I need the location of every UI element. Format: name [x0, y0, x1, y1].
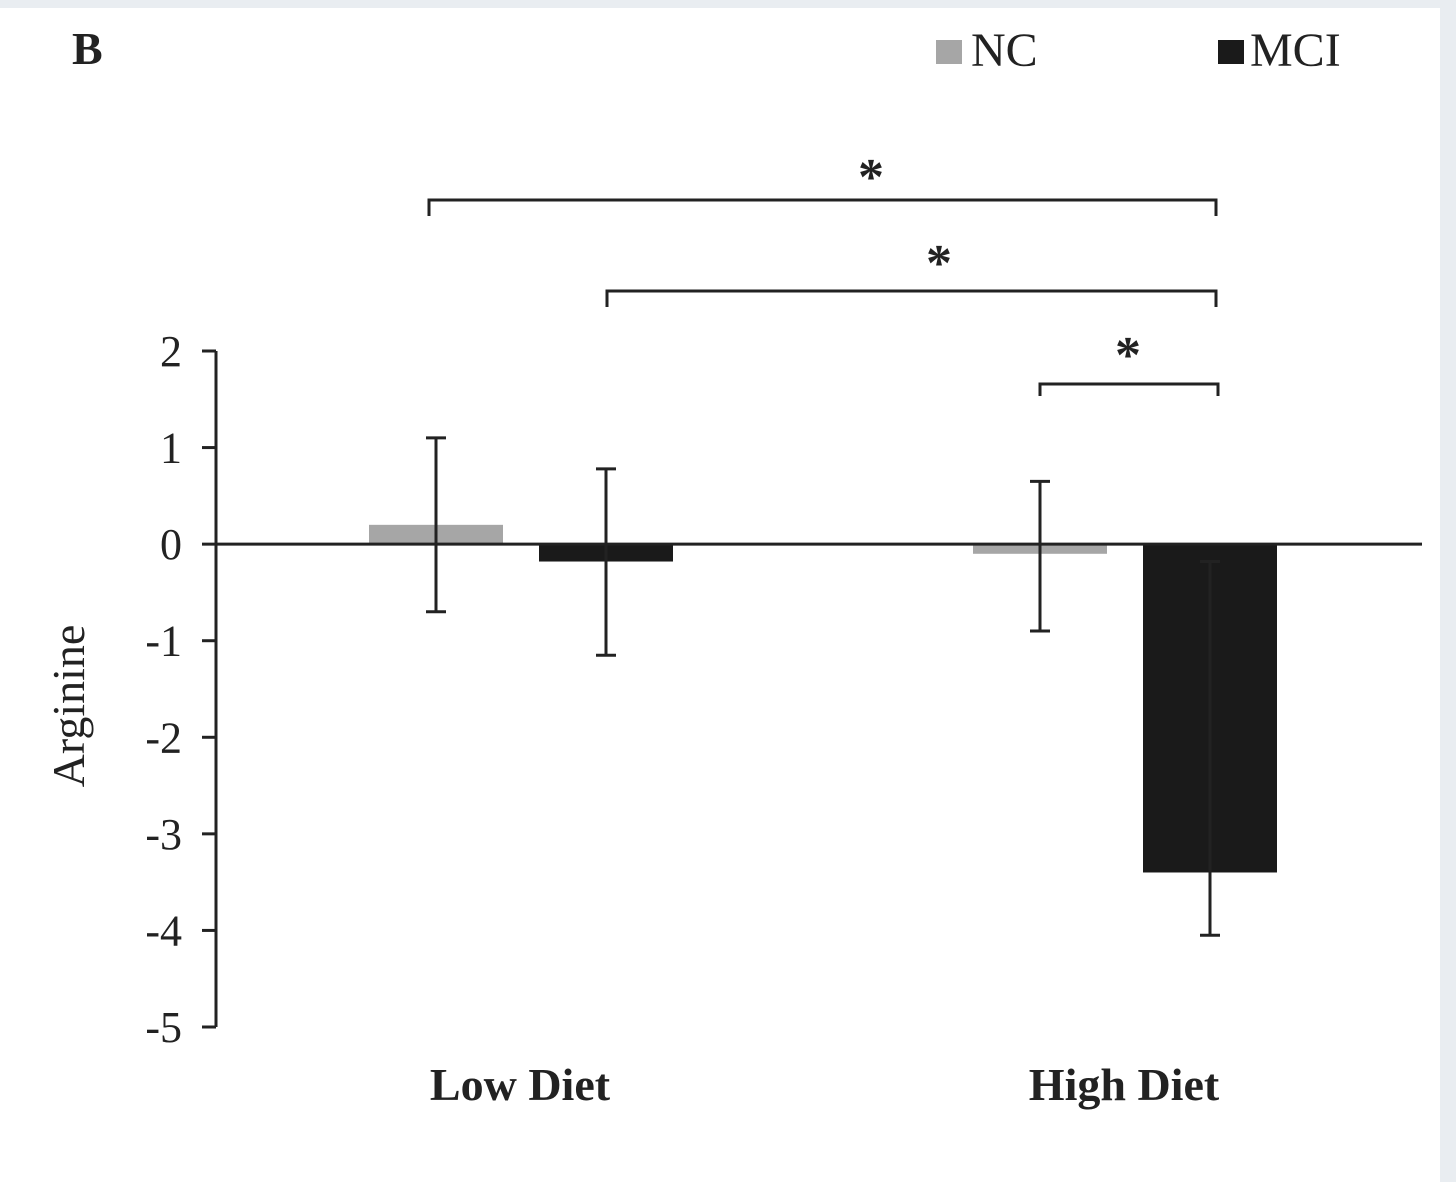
y-tick-label: 2 — [160, 327, 182, 376]
y-tick-label: -1 — [145, 617, 182, 666]
panel-label: B — [72, 23, 103, 74]
significance-bracket — [605, 289, 1218, 307]
legend-swatch-nc — [936, 40, 962, 64]
x-category-label: High Diet — [1029, 1059, 1220, 1110]
significance-star: * — [858, 149, 884, 206]
y-tick-label: -4 — [145, 906, 182, 955]
y-tick-label: 1 — [160, 424, 182, 473]
significance-bracket — [1038, 382, 1220, 396]
legend-swatch-mci — [1218, 40, 1244, 64]
arginine-bar-chart: B 2 1 0 -1 -2 -3 -4 -5 Arginine Low Diet High Diet *… — [43, 23, 1422, 1110]
legend-label-nc: NC — [971, 24, 1038, 77]
significance-star: * — [1115, 327, 1141, 384]
figure-canvas: B 2 1 0 -1 -2 -3 -4 -5 Arginine Low Diet High Diet *… — [0, 8, 1440, 1182]
x-category-label: Low Diet — [430, 1059, 611, 1110]
y-tick-label: -3 — [145, 810, 182, 859]
legend-label-mci: MCI — [1250, 24, 1341, 77]
y-tick-label: -2 — [145, 713, 182, 762]
significance-star: * — [926, 235, 952, 292]
y-axis-title: Arginine — [43, 625, 94, 788]
y-tick-label: 0 — [160, 520, 182, 569]
y-tick-label: -5 — [145, 1003, 182, 1052]
significance-bracket — [427, 198, 1218, 216]
